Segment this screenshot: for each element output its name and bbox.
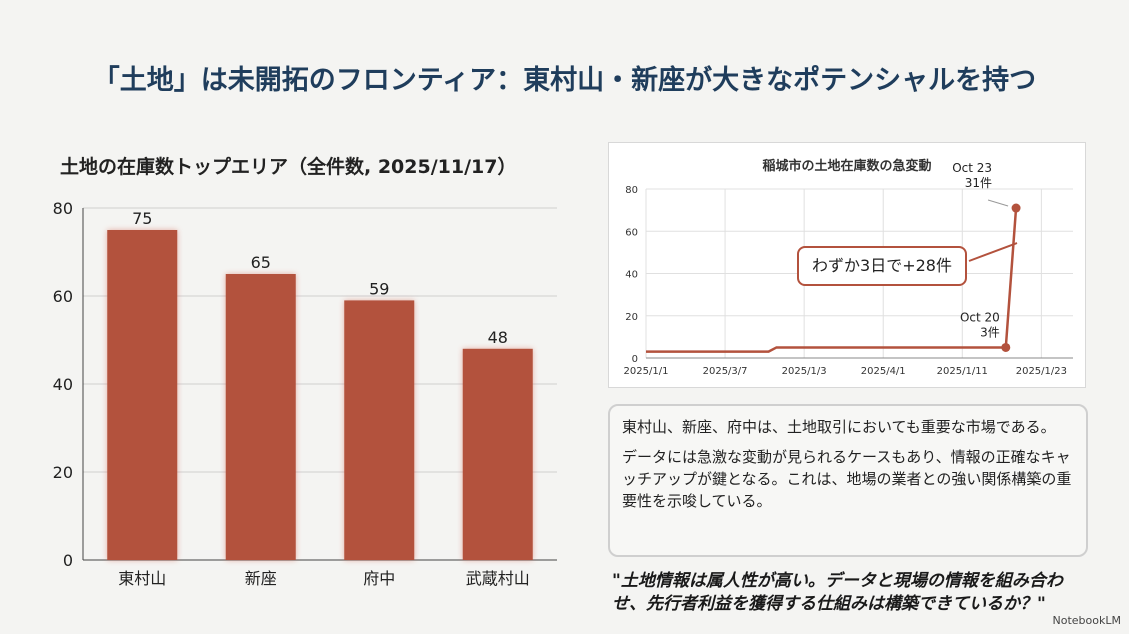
callout-pointer (968, 242, 1018, 262)
summary-box: 東村山、新座、府中は、土地取引においても重要な市場である。 データには急激な変動… (608, 404, 1088, 557)
bar-ytick-label: 80 (53, 199, 73, 218)
bar-2 (225, 274, 296, 560)
bar-category-label: 武蔵村山 (466, 569, 530, 588)
bar-value-label: 59 (369, 279, 389, 298)
line-point-oct20 (1001, 342, 1011, 352)
bar-value-label: 48 (488, 328, 508, 347)
quote-text: "土地情報は属人性が高い。データと現場の情報を組み合わせ、先行者利益を獲得する仕… (612, 571, 1063, 614)
annotation-oct20: 3件 (980, 325, 1000, 339)
summary-paragraph-1: 東村山、新座、府中は、土地取引においても重要な市場である。 (622, 418, 1056, 436)
bar-1 (107, 230, 178, 560)
annotation-oct23: 31件 (965, 176, 992, 190)
line-xtick-label: 2025/1/23 (1016, 366, 1067, 377)
slide-title: 「土地」は未開拓のフロンティア：東村山・新座が大きなポテンシャルを持つ (92, 65, 1037, 96)
line-xtick-label: 2025/3/7 (703, 366, 748, 377)
bar-category-label: 東村山 (118, 569, 166, 588)
line-xtick-label: 2025/1/3 (782, 366, 827, 377)
brand-text: NotebookLM (1052, 614, 1121, 627)
line-ytick-label: 80 (625, 185, 638, 196)
bar-category-label: 新座 (245, 569, 277, 588)
annotation-oct20: Oct 20 (960, 310, 1000, 324)
bar-ytick-label: 40 (53, 375, 73, 394)
line-ytick-label: 60 (625, 227, 638, 238)
line-chart-callout: わずか3日で+28件 (797, 246, 967, 286)
line-ytick-label: 20 (625, 312, 638, 323)
line-series-path (646, 207, 1018, 353)
bar-3 (344, 300, 415, 560)
line-point-oct23 (1011, 203, 1021, 213)
bar-ytick-label: 0 (63, 551, 73, 570)
line-xtick-label: 2025/4/1 (861, 366, 906, 377)
bar-value-label: 65 (251, 253, 271, 272)
line-ytick-label: 0 (632, 354, 638, 365)
summary-paragraph-2: データには急激な変動が見られるケースもあり、情報の正確なキャッチアップが鍵となる… (622, 448, 1072, 510)
brand-watermark: NotebookLM (1053, 614, 1121, 627)
annotation-oct23: Oct 23 (952, 161, 992, 175)
bar-chart-title: 土地の在庫数トップエリア（全件数, 2025/11/17） (60, 156, 517, 178)
bar-ytick-label: 20 (53, 463, 73, 482)
bar-4 (462, 348, 533, 560)
bar-chart: 0 20 40 60 80 75 東村山 65 新座 59 府中 48 武蔵村山 (53, 199, 557, 588)
bar-category-label: 府中 (363, 569, 395, 588)
line-xtick-label: 2025/1/1 (624, 366, 669, 377)
line-xtick-label: 2025/1/11 (937, 366, 988, 377)
annotation-leader-oct23 (987, 199, 1009, 207)
bar-value-label: 75 (132, 209, 152, 228)
line-chart-title: 稲城市の土地在庫数の急変動 (762, 159, 932, 174)
line-ytick-label: 40 (625, 270, 638, 281)
line-chart: 0 20 40 60 80 2025/1/1 2025/3/7 2025/1/3 2025/4/… (624, 161, 1073, 377)
bar-ytick-label: 60 (53, 287, 73, 306)
